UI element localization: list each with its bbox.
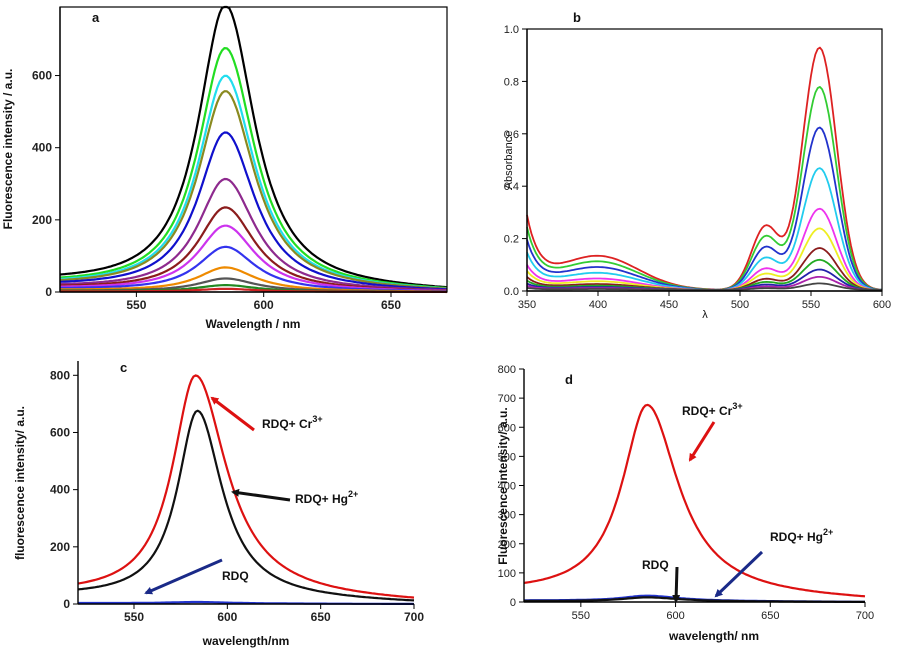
y-tick-label-b-5: 1.0 — [504, 24, 519, 36]
x-tick-label-b-3: 500 — [731, 299, 749, 311]
y-tick-label-d-4: 400 — [498, 481, 516, 493]
label-hg-d: RDQ+ Hg2+ — [770, 527, 833, 544]
x-tick-label-d-1: 600 — [666, 610, 684, 622]
y-tick-label-c-2: 400 — [50, 483, 70, 497]
series-line-b-10 — [526, 282, 882, 291]
panel-a: 550 600 650 0 200 400 600 Wavelength / nm Fluore… — [1, 5, 448, 331]
label-cr-c: RDQ+ Cr3+ — [262, 414, 323, 431]
x-tick-label-a-2: 650 — [381, 298, 401, 312]
x-tick-label-b-5: 600 — [873, 299, 891, 311]
y-axis-label-c: fluorescence intensity/ a.u. — [13, 406, 27, 560]
y-tick-label-d-0: 0 — [510, 597, 516, 609]
panel-c: 550 600 650 700 0 200 400 600 800 wavelength/nm fl… — [13, 361, 424, 648]
panel-b: 350 400 450 500 550 600 0.0 0.2 0.4 0.6 0.8 1.0 λ Abs… — [503, 24, 891, 321]
y-tick-label-d-5: 500 — [498, 451, 516, 463]
x-tick-label-b-1: 400 — [589, 299, 607, 311]
y-tick-label-a-0: 0 — [45, 285, 52, 299]
panel-d: 550 600 650 700 0 100 200 300 400 500 600 700 800 wav… — [496, 364, 874, 643]
series-line-a-2 — [59, 74, 448, 290]
x-axis-label-a: Wavelength / nm — [206, 317, 301, 331]
series-line-d-0 — [523, 403, 866, 598]
y-tick-label-c-3: 600 — [50, 425, 70, 439]
arrow-rdq-d — [672, 566, 681, 603]
y-tick-label-c-0: 0 — [63, 597, 70, 611]
y-tick-label-d-8: 800 — [498, 364, 516, 376]
arrow-hg-c — [231, 488, 291, 502]
x-tick-label-c-3: 700 — [404, 610, 424, 624]
y-tick-label-b-1: 0.2 — [504, 234, 519, 246]
y-tick-label-d-1: 100 — [498, 568, 516, 580]
y-tick-label-a-2: 400 — [32, 141, 52, 155]
panel-label-b: b — [573, 10, 581, 25]
x-tick-label-d-3: 700 — [856, 610, 874, 622]
series-line-b-1 — [526, 86, 883, 291]
x-tick-label-a-1: 600 — [254, 298, 274, 312]
x-tick-label-c-0: 550 — [124, 610, 144, 624]
annotations-d: RDQ+ Cr3+ RDQ+ Hg2+ RDQ — [642, 401, 833, 603]
plot-frame-a — [59, 6, 448, 293]
y-tick-label-d-7: 700 — [498, 393, 516, 405]
plot-frame-b — [526, 28, 883, 292]
arrow-cr-d — [688, 421, 716, 462]
y-tick-label-b-0: 0.0 — [504, 286, 519, 298]
x-tick-label-c-2: 650 — [311, 610, 331, 624]
x-tick-label-b-0: 350 — [518, 299, 536, 311]
y-tick-label-a-1: 200 — [32, 213, 52, 227]
y-tick-label-c-4: 800 — [50, 368, 70, 382]
series-line-b-5 — [526, 227, 883, 291]
y-axis-label-b: Absorbance — [503, 131, 515, 190]
arrow-rdq-c — [144, 558, 223, 595]
panel-label-c: c — [120, 360, 127, 375]
arrow-cr-c — [210, 396, 255, 432]
x-tick-label-b-4: 550 — [802, 299, 820, 311]
series-line-c-1 — [77, 409, 415, 602]
series-line-a-3 — [59, 90, 448, 290]
series-line-a-5 — [59, 177, 448, 292]
label-hg-c: RDQ+ Hg2+ — [295, 489, 358, 506]
series-line-a-4 — [59, 131, 448, 291]
series-line-c-0 — [77, 374, 415, 599]
x-tick-label-d-2: 650 — [761, 610, 779, 622]
label-rdq-c: RDQ — [222, 569, 249, 583]
series-line-b-2 — [526, 126, 883, 291]
x-tick-label-d-0: 550 — [572, 610, 590, 622]
annotations-c: RDQ+ Cr3+ RDQ+ Hg2+ RDQ — [144, 396, 358, 595]
x-tick-label-a-0: 550 — [126, 298, 146, 312]
y-axis-label-d: Fluorescence intensity/ a.u. — [496, 407, 510, 564]
y-tick-label-c-1: 200 — [50, 540, 70, 554]
x-tick-label-c-1: 600 — [217, 610, 237, 624]
x-axis-label-c: wavelength/nm — [202, 634, 290, 648]
series-line-a-0 — [59, 5, 448, 289]
y-tick-label-d-6: 600 — [498, 422, 516, 434]
y-tick-label-b-2: 0.4 — [504, 181, 519, 193]
x-axis-label-d: wavelength/ nm — [668, 629, 759, 643]
y-tick-label-b-3: 0.6 — [504, 129, 519, 141]
y-tick-label-b-4: 0.8 — [504, 76, 519, 88]
panel-label-d: d — [565, 372, 573, 387]
y-tick-label-d-3: 300 — [498, 510, 516, 522]
panel-label-a: a — [92, 10, 100, 25]
y-axis-label-a: Fluorescence intensity / a.u. — [1, 69, 15, 230]
y-tick-label-d-2: 200 — [498, 539, 516, 551]
x-axis-label-b: λ — [702, 309, 708, 321]
arrow-hg-d — [714, 550, 764, 598]
x-tick-label-b-2: 450 — [660, 299, 678, 311]
label-rdq-d: RDQ — [642, 558, 669, 572]
label-cr-d: RDQ+ Cr3+ — [682, 401, 743, 418]
y-tick-label-a-3: 600 — [32, 69, 52, 83]
